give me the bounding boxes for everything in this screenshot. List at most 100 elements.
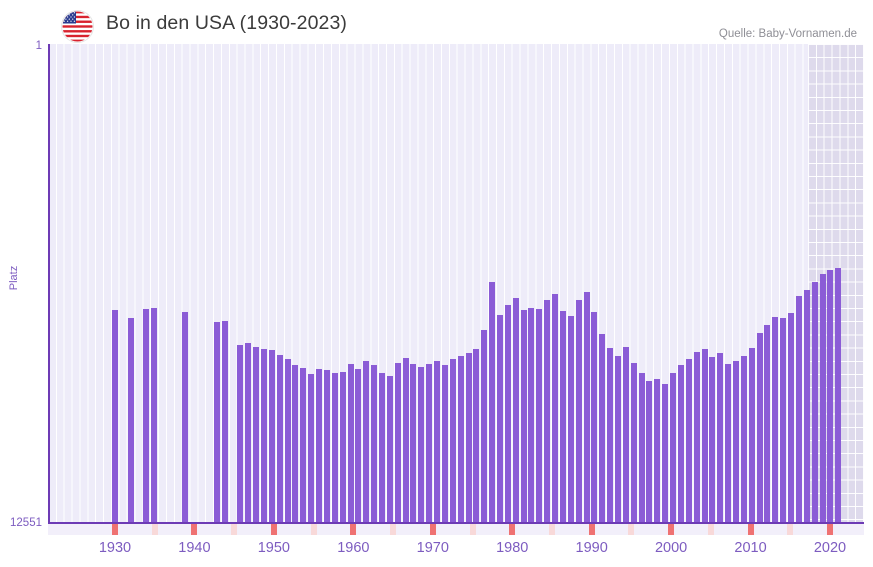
x-axis-label-1950: 1950 (257, 540, 291, 556)
bar-2001[interactable] (670, 373, 676, 523)
bar-2004[interactable] (694, 352, 700, 523)
bar-2003[interactable] (686, 359, 692, 523)
bar-2009[interactable] (733, 361, 739, 523)
bar-1969[interactable] (418, 367, 424, 523)
bar-1966[interactable] (395, 363, 401, 523)
bar-2018[interactable] (804, 290, 810, 523)
bar-1950[interactable] (269, 350, 275, 523)
x-tick-minor-1935 (151, 524, 158, 535)
chart-header: Bo in den USA (1930-2023) Quelle: Baby-V… (0, 0, 873, 44)
bar-1996[interactable] (631, 363, 637, 523)
bar-1981[interactable] (513, 298, 519, 523)
bar-1944[interactable] (222, 321, 228, 523)
bar-1980[interactable] (505, 305, 511, 523)
bar-1947[interactable] (245, 343, 251, 523)
bar-1935[interactable] (151, 308, 157, 523)
bar-1977[interactable] (481, 330, 487, 523)
x-axis-line (48, 522, 864, 524)
bar-1979[interactable] (497, 315, 503, 523)
bar-1948[interactable] (253, 347, 259, 523)
bar-2000[interactable] (662, 384, 668, 523)
bar-1932[interactable] (128, 318, 134, 523)
bar-1993[interactable] (607, 348, 613, 523)
bar-1967[interactable] (403, 358, 409, 523)
bar-1985[interactable] (544, 300, 550, 523)
bar-2015[interactable] (780, 318, 786, 523)
bar-1995[interactable] (623, 347, 629, 523)
bar-1999[interactable] (654, 379, 660, 523)
bar-1978[interactable] (489, 282, 495, 523)
bar-1956[interactable] (316, 369, 322, 523)
x-tick-major-1950 (270, 524, 277, 535)
bar-1965[interactable] (387, 376, 393, 523)
x-axis-label-1930: 1930 (98, 540, 132, 556)
bar-2010[interactable] (741, 356, 747, 523)
bar-1962[interactable] (363, 361, 369, 523)
us-flag-icon (62, 11, 93, 42)
bar-1960[interactable] (348, 364, 354, 523)
bar-1974[interactable] (458, 356, 464, 523)
x-tick-minor-1995 (628, 524, 635, 535)
bar-2022[interactable] (835, 268, 841, 523)
bar-1939[interactable] (182, 312, 188, 523)
bar-1997[interactable] (639, 373, 645, 523)
bar-1959[interactable] (340, 372, 346, 523)
bar-2016[interactable] (788, 313, 794, 523)
bar-1963[interactable] (371, 365, 377, 523)
bar-2005[interactable] (702, 349, 708, 523)
x-tick-major-1960 (350, 524, 357, 535)
bar-1982[interactable] (521, 310, 527, 523)
bar-1968[interactable] (410, 364, 416, 523)
bar-1975[interactable] (466, 353, 472, 523)
y-axis-title: Platz (8, 265, 20, 291)
x-tick-major-2000 (668, 524, 675, 535)
x-tick-major-1970 (429, 524, 436, 535)
bar-1991[interactable] (591, 312, 597, 523)
bar-2019[interactable] (812, 282, 818, 523)
bar-1976[interactable] (473, 349, 479, 523)
bar-2007[interactable] (717, 353, 723, 523)
bar-1930[interactable] (112, 310, 118, 523)
bar-1984[interactable] (536, 309, 542, 523)
bar-1943[interactable] (214, 322, 220, 523)
bar-1989[interactable] (576, 300, 582, 523)
bar-2014[interactable] (772, 317, 778, 523)
bar-2020[interactable] (820, 274, 826, 523)
bar-1987[interactable] (560, 311, 566, 523)
x-tick-major-1980 (509, 524, 516, 535)
x-axis-label-2010: 2010 (734, 540, 767, 556)
bar-1949[interactable] (261, 349, 267, 523)
bar-1946[interactable] (237, 345, 243, 523)
bar-1973[interactable] (450, 359, 456, 523)
x-axis-label-1970: 1970 (416, 540, 449, 556)
bar-2012[interactable] (757, 333, 763, 523)
bar-2017[interactable] (796, 296, 802, 523)
bar-2002[interactable] (678, 365, 684, 523)
bar-1957[interactable] (324, 370, 330, 523)
bar-1998[interactable] (646, 381, 652, 523)
bar-1970[interactable] (426, 364, 432, 523)
x-axis-tick-strip (48, 524, 864, 535)
bar-1983[interactable] (528, 308, 534, 523)
bar-1988[interactable] (568, 316, 574, 523)
bar-1972[interactable] (442, 365, 448, 523)
bar-1954[interactable] (300, 368, 306, 523)
bar-1952[interactable] (285, 359, 291, 523)
bar-1964[interactable] (379, 373, 385, 523)
bar-1971[interactable] (434, 361, 440, 523)
bar-2021[interactable] (827, 270, 833, 523)
bar-1953[interactable] (292, 365, 298, 523)
bar-1951[interactable] (277, 355, 283, 523)
bar-1986[interactable] (552, 294, 558, 523)
bar-1994[interactable] (615, 356, 621, 523)
bar-1934[interactable] (143, 309, 149, 523)
bar-2006[interactable] (709, 357, 715, 523)
bar-2008[interactable] (725, 364, 731, 523)
bar-2013[interactable] (764, 325, 770, 523)
bar-1955[interactable] (308, 374, 314, 523)
bar-1990[interactable] (584, 292, 590, 523)
bar-1958[interactable] (332, 373, 338, 523)
bar-1992[interactable] (599, 334, 605, 523)
bar-2011[interactable] (749, 348, 755, 523)
bar-1961[interactable] (355, 369, 361, 523)
